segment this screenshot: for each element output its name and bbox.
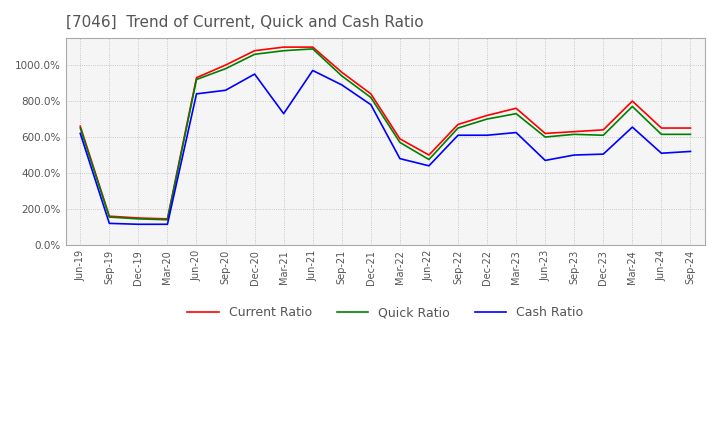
Cash Ratio — [541, 158, 549, 163]
Current Ratio — [134, 215, 143, 220]
Cash Ratio — [425, 163, 433, 169]
Current Ratio — [395, 136, 404, 142]
Cash Ratio — [251, 71, 259, 77]
Quick Ratio — [454, 125, 462, 131]
Current Ratio — [657, 125, 666, 131]
Cash Ratio — [221, 88, 230, 93]
Cash Ratio — [338, 82, 346, 88]
Current Ratio — [628, 99, 636, 104]
Quick Ratio — [279, 48, 288, 53]
Quick Ratio — [425, 157, 433, 162]
Current Ratio — [76, 124, 84, 129]
Quick Ratio — [512, 111, 521, 116]
Current Ratio — [541, 131, 549, 136]
Quick Ratio — [134, 216, 143, 221]
Quick Ratio — [686, 132, 695, 137]
Current Ratio — [599, 127, 608, 132]
Current Ratio — [570, 129, 579, 134]
Cash Ratio — [395, 156, 404, 161]
Current Ratio — [338, 70, 346, 75]
Current Ratio — [512, 106, 521, 111]
Cash Ratio — [366, 102, 375, 107]
Current Ratio — [192, 75, 201, 81]
Cash Ratio — [512, 130, 521, 135]
Current Ratio — [454, 122, 462, 127]
Quick Ratio — [192, 77, 201, 82]
Quick Ratio — [570, 132, 579, 137]
Current Ratio — [482, 113, 491, 118]
Quick Ratio — [482, 117, 491, 122]
Cash Ratio — [134, 222, 143, 227]
Current Ratio — [686, 125, 695, 131]
Cash Ratio — [163, 222, 172, 227]
Cash Ratio — [192, 91, 201, 96]
Cash Ratio — [599, 151, 608, 157]
Quick Ratio — [338, 73, 346, 78]
Quick Ratio — [163, 217, 172, 222]
Current Ratio — [279, 44, 288, 50]
Quick Ratio — [657, 132, 666, 137]
Legend: Current Ratio, Quick Ratio, Cash Ratio: Current Ratio, Quick Ratio, Cash Ratio — [181, 300, 590, 326]
Current Ratio — [221, 62, 230, 68]
Current Ratio — [105, 213, 114, 219]
Cash Ratio — [657, 150, 666, 156]
Current Ratio — [308, 44, 317, 50]
Cash Ratio — [454, 132, 462, 138]
Quick Ratio — [366, 95, 375, 100]
Quick Ratio — [76, 125, 84, 131]
Quick Ratio — [221, 66, 230, 71]
Quick Ratio — [105, 214, 114, 220]
Cash Ratio — [105, 221, 114, 226]
Line: Cash Ratio: Cash Ratio — [80, 70, 690, 224]
Cash Ratio — [308, 68, 317, 73]
Quick Ratio — [599, 132, 608, 138]
Current Ratio — [366, 91, 375, 96]
Quick Ratio — [251, 51, 259, 57]
Current Ratio — [163, 216, 172, 221]
Quick Ratio — [308, 46, 317, 51]
Cash Ratio — [686, 149, 695, 154]
Cash Ratio — [279, 111, 288, 116]
Current Ratio — [425, 152, 433, 158]
Current Ratio — [251, 48, 259, 53]
Cash Ratio — [628, 125, 636, 130]
Line: Quick Ratio: Quick Ratio — [80, 49, 690, 220]
Text: [7046]  Trend of Current, Quick and Cash Ratio: [7046] Trend of Current, Quick and Cash … — [66, 15, 423, 30]
Cash Ratio — [76, 131, 84, 136]
Quick Ratio — [541, 134, 549, 139]
Quick Ratio — [395, 140, 404, 145]
Line: Current Ratio: Current Ratio — [80, 47, 690, 219]
Cash Ratio — [570, 152, 579, 158]
Quick Ratio — [628, 104, 636, 109]
Cash Ratio — [482, 132, 491, 138]
